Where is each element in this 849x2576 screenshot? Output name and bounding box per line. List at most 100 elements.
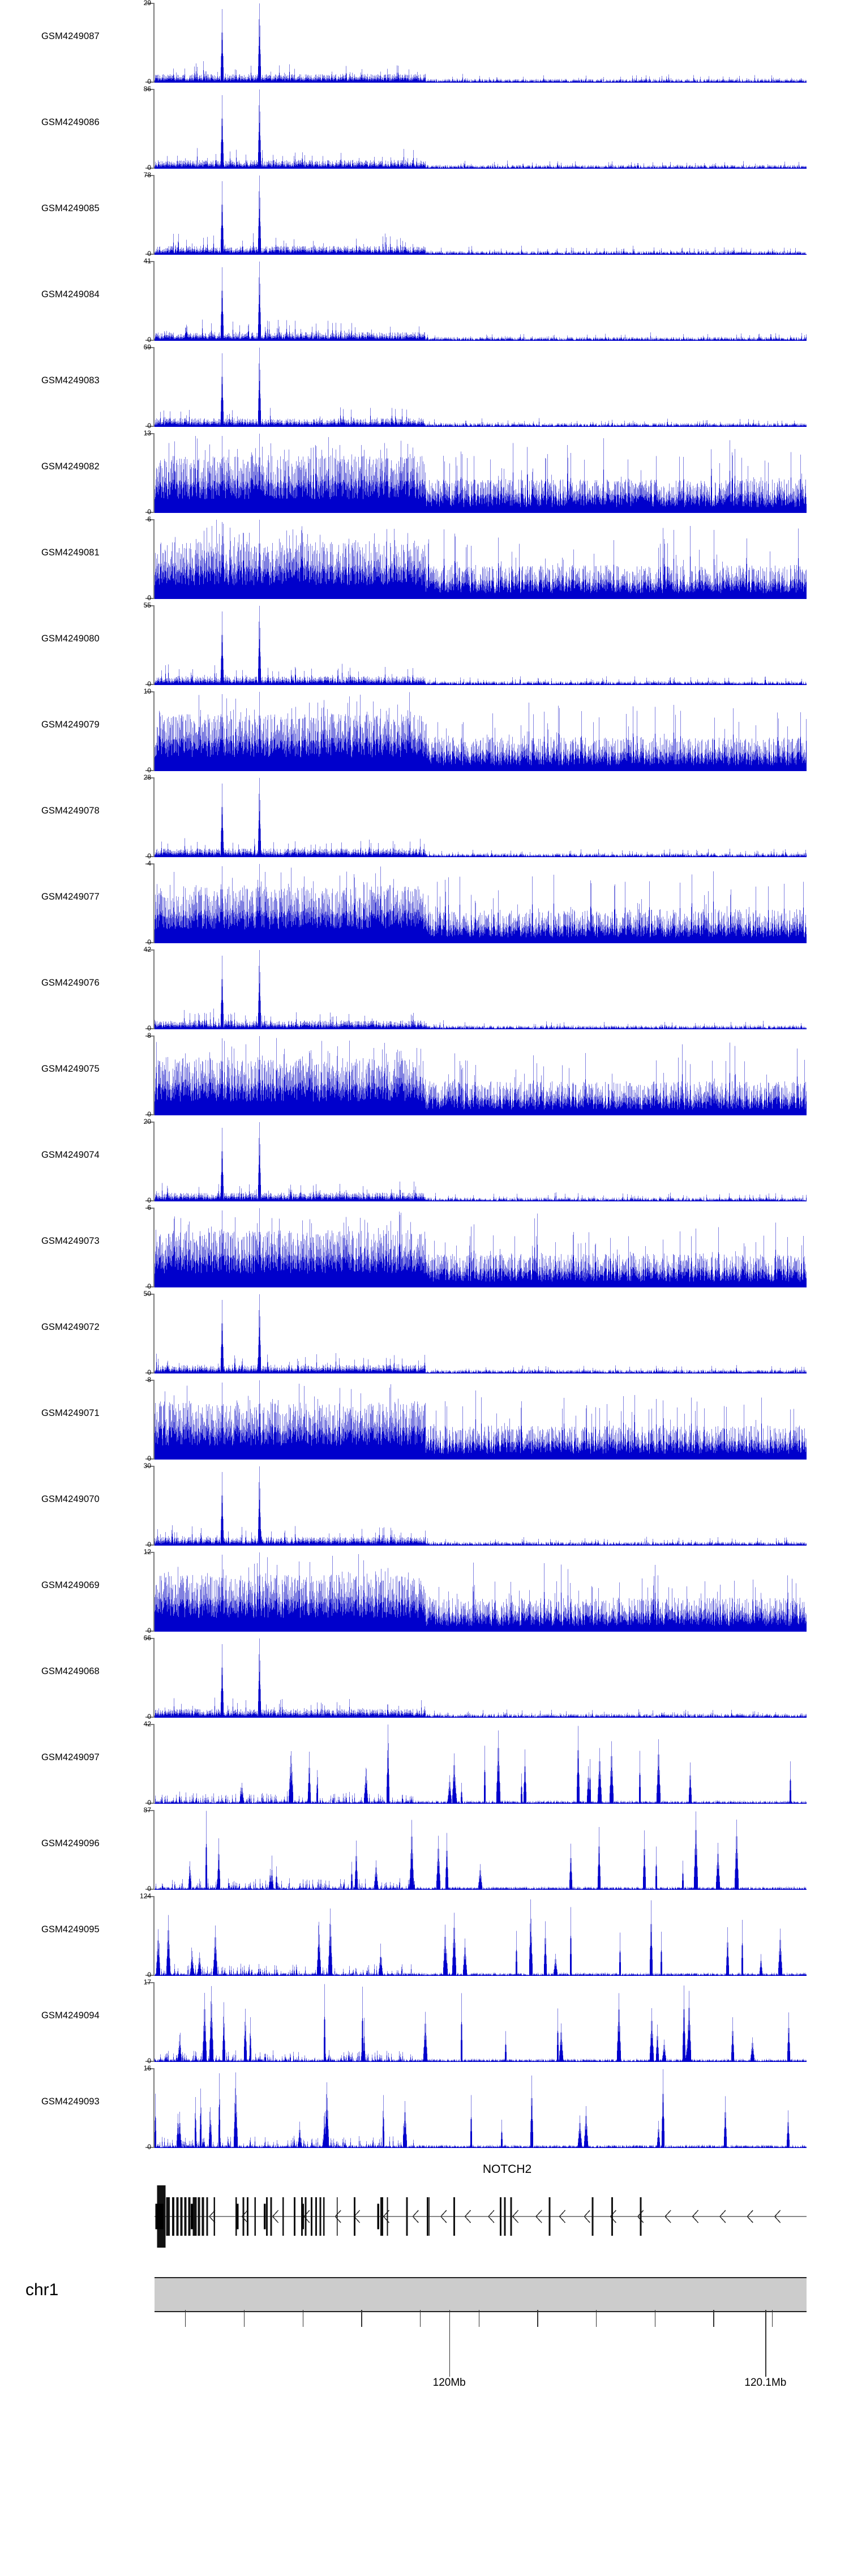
- axis-line: [153, 1552, 155, 1632]
- coverage-track[interactable]: GSM4249086 86 0: [0, 85, 849, 172]
- axis-tick-min: [145, 254, 155, 255]
- coverage-plot[interactable]: [155, 1036, 807, 1115]
- ruler-minor-tick: [243, 2310, 245, 2327]
- coverage-track[interactable]: GSM4249097 42 0: [0, 1720, 849, 1807]
- coverage-plot[interactable]: [155, 262, 807, 341]
- coverage-track[interactable]: GSM4249087 29 0: [0, 0, 849, 86]
- axis-min-label: 0: [147, 250, 151, 258]
- coverage-track[interactable]: GSM4249083 69 0: [0, 343, 849, 430]
- coverage-track[interactable]: GSM4249077 4 0: [0, 859, 849, 947]
- axis-line: [153, 1036, 155, 1115]
- coverage-track[interactable]: GSM4249093 16 0: [0, 2064, 849, 2151]
- track-y-axis: 16 0: [144, 2064, 155, 2151]
- axis-line: [153, 1638, 155, 1718]
- coverage-plot[interactable]: [155, 520, 807, 599]
- gene-label-notch2: NOTCH2: [483, 2163, 531, 2176]
- coverage-plot[interactable]: [155, 1552, 807, 1632]
- coverage-track[interactable]: GSM4249070 30 0: [0, 1462, 849, 1549]
- coverage-plot[interactable]: [155, 2069, 807, 2148]
- track-label: GSM4249097: [41, 1752, 143, 1763]
- axis-max-label: 42: [144, 1720, 151, 1728]
- gene-model-canvas[interactable]: [155, 2185, 807, 2248]
- coverage-track[interactable]: GSM4249079 10 0: [0, 687, 849, 774]
- axis-min-label: 0: [147, 508, 151, 516]
- coverage-plot[interactable]: [155, 1638, 807, 1718]
- coverage-plot[interactable]: [155, 1122, 807, 1201]
- axis-tick-max: [145, 3, 155, 4]
- axis-max-label: 16: [144, 2064, 151, 2072]
- axis-max-label: 50: [144, 1290, 151, 1298]
- coverage-track[interactable]: GSM4249084 41 0: [0, 257, 849, 344]
- coverage-track[interactable]: GSM4249076 42 0: [0, 945, 849, 1033]
- coverage-plot[interactable]: [155, 348, 807, 427]
- axis-line: [153, 3, 155, 83]
- coverage-plot[interactable]: [155, 778, 807, 857]
- axis-tick-max: [145, 1208, 155, 1209]
- track-y-axis: 30 0: [144, 1462, 155, 1549]
- coverage-track[interactable]: GSM4249068 66 0: [0, 1634, 849, 1721]
- ruler-tick-label: 120.1Mb: [744, 2377, 786, 2389]
- coverage-track[interactable]: GSM4249071 8 0: [0, 1376, 849, 1463]
- axis-tick-max: [145, 519, 155, 520]
- coverage-track[interactable]: GSM4249096 87 0: [0, 1806, 849, 1893]
- coverage-plot[interactable]: [155, 950, 807, 1029]
- coverage-plot[interactable]: [155, 1725, 807, 1804]
- coverage-plot[interactable]: [155, 606, 807, 685]
- coverage-track[interactable]: GSM4249072 50 0: [0, 1290, 849, 1377]
- track-label: GSM4249093: [41, 2096, 143, 2107]
- coverage-plot[interactable]: [155, 1380, 807, 1460]
- ruler-minor-tick: [185, 2310, 186, 2327]
- coverage-track[interactable]: GSM4249085 78 0: [0, 171, 849, 258]
- track-label: GSM4249072: [41, 1322, 143, 1333]
- axis-tick-min: [145, 1975, 155, 1976]
- coverage-plot[interactable]: [155, 864, 807, 943]
- coverage-plot[interactable]: [155, 1897, 807, 1976]
- axis-tick-min: [145, 1286, 155, 1287]
- coverage-track[interactable]: GSM4249074 20 0: [0, 1118, 849, 1205]
- coverage-track[interactable]: GSM4249095 124 0: [0, 1892, 849, 1979]
- axis-max-label: 12: [144, 1548, 151, 1556]
- coverage-plot[interactable]: [155, 1208, 807, 1287]
- track-label: GSM4249075: [41, 1064, 143, 1075]
- coverage-plot[interactable]: [155, 1294, 807, 1373]
- coverage-track[interactable]: GSM4249094 17 0: [0, 1978, 849, 2065]
- axis-tick-min: [145, 168, 155, 169]
- axis-line: [153, 1466, 155, 1546]
- track-y-axis: 29 0: [144, 0, 155, 86]
- track-label: GSM4249095: [41, 1924, 143, 1935]
- axis-tick-max: [145, 691, 155, 692]
- coverage-track[interactable]: GSM4249073 6 0: [0, 1204, 849, 1291]
- coverage-plot[interactable]: [155, 1466, 807, 1546]
- axis-min-label: 0: [147, 680, 151, 688]
- ruler-tick-label: 120Mb: [433, 2377, 466, 2389]
- coverage-plot[interactable]: [155, 1983, 807, 2062]
- axis-tick-max: [145, 261, 155, 262]
- coverage-track[interactable]: GSM4249078 28 0: [0, 773, 849, 861]
- coverage-track[interactable]: GSM4249080 55 0: [0, 601, 849, 688]
- axis-line: [153, 1208, 155, 1287]
- axis-min-label: 0: [147, 422, 151, 430]
- coverage-plot[interactable]: [155, 692, 807, 771]
- coverage-track[interactable]: GSM4249075 8 0: [0, 1032, 849, 1119]
- coverage-plot[interactable]: [155, 1811, 807, 1890]
- coverage-plot[interactable]: [155, 89, 807, 169]
- coverage-plot[interactable]: [155, 434, 807, 513]
- coverage-plot[interactable]: [155, 176, 807, 255]
- axis-tick-max: [145, 863, 155, 865]
- ideogram-bar[interactable]: [155, 2277, 807, 2312]
- coverage-track[interactable]: GSM4249082 13 0: [0, 429, 849, 516]
- coverage-track[interactable]: GSM4249081 6 0: [0, 515, 849, 602]
- axis-tick-max: [145, 777, 155, 778]
- axis-tick-min: [145, 1717, 155, 1718]
- axis-max-label: 29: [144, 0, 151, 7]
- axis-tick-min: [145, 942, 155, 943]
- axis-line: [153, 1897, 155, 1976]
- coordinate-ruler[interactable]: 120Mb 120.1Mb: [155, 2310, 807, 2389]
- axis-tick-max: [145, 1035, 155, 1037]
- axis-line: [153, 2069, 155, 2148]
- gene-annotation-track[interactable]: NOTCH2: [0, 2151, 849, 2253]
- coverage-plot[interactable]: [155, 3, 807, 83]
- coverage-track[interactable]: GSM4249069 12 0: [0, 1548, 849, 1635]
- axis-min-label: 0: [147, 1799, 151, 1807]
- track-y-axis: 124 0: [140, 1892, 155, 1979]
